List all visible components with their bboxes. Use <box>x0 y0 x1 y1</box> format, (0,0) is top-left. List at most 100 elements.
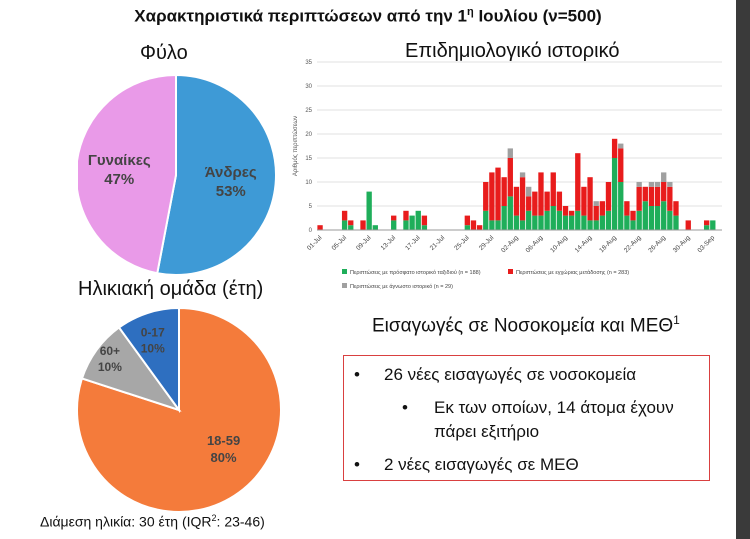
legend-swatch <box>508 269 513 274</box>
x-tick-label: 05-Jul <box>331 234 349 252</box>
y-tick-label: 10 <box>305 180 312 186</box>
epi-chart-title: Επιδημιολογικό ιστορικό <box>405 40 620 62</box>
x-tick-label: 09-Jul <box>355 234 373 252</box>
bar-segment <box>360 220 366 230</box>
y-tick-label: 5 <box>309 204 313 210</box>
bar-segment <box>562 215 569 230</box>
bar-segment <box>618 148 624 182</box>
bar-segment <box>341 220 348 230</box>
x-tick-label: 26-Aug <box>647 234 667 254</box>
bar-segment <box>703 225 710 230</box>
bar-segment <box>605 182 612 211</box>
bar-segment <box>575 210 581 230</box>
pie-slice-Άνδρες <box>156 73 277 276</box>
x-tick-label: 01-Jul <box>306 234 324 252</box>
bar-segment <box>636 186 642 211</box>
pie-slice-label: 0-17 <box>141 326 165 340</box>
bullet-dot: • <box>402 398 408 417</box>
legend-swatch <box>342 269 347 274</box>
bar-segment <box>673 215 679 230</box>
bar-segment <box>642 186 648 202</box>
bar-segment <box>618 143 624 149</box>
bar-segment <box>470 220 477 230</box>
y-tick-label: 30 <box>305 84 312 90</box>
legend-label: Περιπτώσεις με εγχώριας μετάδοσης (n = 2… <box>516 269 629 276</box>
bar-segment <box>526 186 532 197</box>
pie-slice-Γυναίκες <box>78 73 177 275</box>
bar-segment <box>538 215 544 230</box>
pie-slice-percent: 10% <box>141 342 165 356</box>
pie-slice-percent: 47% <box>104 171 134 188</box>
legend-swatch <box>342 283 347 288</box>
bar-segment <box>599 215 606 230</box>
bar-segment <box>538 172 544 216</box>
bar-segment <box>703 220 710 226</box>
pie-slice-label: 18-59 <box>207 433 240 448</box>
bar-segment <box>556 191 563 211</box>
bar-segment <box>519 177 526 221</box>
legend-label: Περιπτώσεις με άγνωστο ιστορικό (n = 29) <box>350 283 453 290</box>
bar-segment <box>667 210 673 230</box>
icu-admissions-text: 2 νέες εισαγωγές σε ΜΕΘ <box>384 455 579 474</box>
bar-segment <box>593 201 599 206</box>
bar-segment <box>661 172 667 182</box>
pie-slice-0-17 <box>117 306 180 414</box>
window-edge <box>736 0 750 539</box>
bar-segment <box>568 215 575 230</box>
bar-segment <box>648 206 655 230</box>
pie-slice-percent: 53% <box>216 183 246 200</box>
bar-segment <box>372 225 378 230</box>
bar-segment <box>611 138 618 158</box>
bar-segment <box>483 210 489 230</box>
bar-segment <box>489 172 495 221</box>
y-axis-label: Αριθμός περιπτώσεων <box>292 116 299 176</box>
y-tick-label: 35 <box>305 60 312 66</box>
x-tick-label: 29-Jul <box>478 234 496 252</box>
bar-segment <box>562 206 569 216</box>
bar-segment <box>673 201 679 216</box>
hospital-section-title: Εισαγωγές σε Νοσοκομεία και ΜΕΘ1 <box>372 313 680 337</box>
bar-segment <box>581 186 587 216</box>
bar-segment <box>636 210 642 230</box>
bar-segment <box>526 196 532 211</box>
bar-segment <box>654 206 661 230</box>
median-age-text: Διάμεση ηλικία: 30 έτη (IQR2: 23-46) <box>40 513 265 530</box>
x-tick-label: 13-Jul <box>380 234 398 252</box>
bar-segment <box>710 220 716 230</box>
bar-segment <box>476 225 483 230</box>
legend-label: Περιπτώσεις με πρόσφατο ιστορικό ταξιδιο… <box>350 269 481 276</box>
x-tick-label: 30-Aug <box>672 234 692 254</box>
x-tick-label: 06-Aug <box>525 234 545 254</box>
bar-segment <box>630 220 636 230</box>
bar-segment <box>495 167 501 221</box>
bar-segment <box>667 182 673 187</box>
bar-segment <box>654 182 661 187</box>
bar-segment <box>348 220 354 226</box>
bar-segment <box>391 215 397 221</box>
bar-segment <box>501 206 507 230</box>
bar-segment <box>593 220 599 230</box>
bar-segment <box>391 220 397 230</box>
bar-segment <box>618 182 624 230</box>
bar-segment <box>519 172 526 178</box>
bar-segment <box>685 220 691 230</box>
bar-segment <box>421 215 428 226</box>
bar-segment <box>513 186 520 216</box>
pie-slice-label: 60+ <box>100 344 120 358</box>
discharged-text-line2: πάρει εξιτήριο <box>434 422 540 441</box>
x-tick-label: 03-Sep <box>696 234 716 254</box>
bar-segment <box>464 215 471 226</box>
bar-segment <box>654 186 661 206</box>
x-tick-label: 22-Aug <box>623 234 643 254</box>
x-tick-label: 14-Aug <box>574 234 594 254</box>
bar-segment <box>317 225 323 230</box>
bar-segment <box>532 191 538 216</box>
bar-segment <box>648 182 655 187</box>
bar-segment <box>661 201 667 230</box>
bar-segment <box>421 225 428 230</box>
age-pie-chart: 18-59 80% 60+ 10% 0-17 10% <box>76 306 281 513</box>
bullet-dot: • <box>354 365 360 384</box>
chart-gridlines <box>317 61 722 231</box>
bar-segment <box>507 158 513 197</box>
bar-segment <box>464 225 471 230</box>
